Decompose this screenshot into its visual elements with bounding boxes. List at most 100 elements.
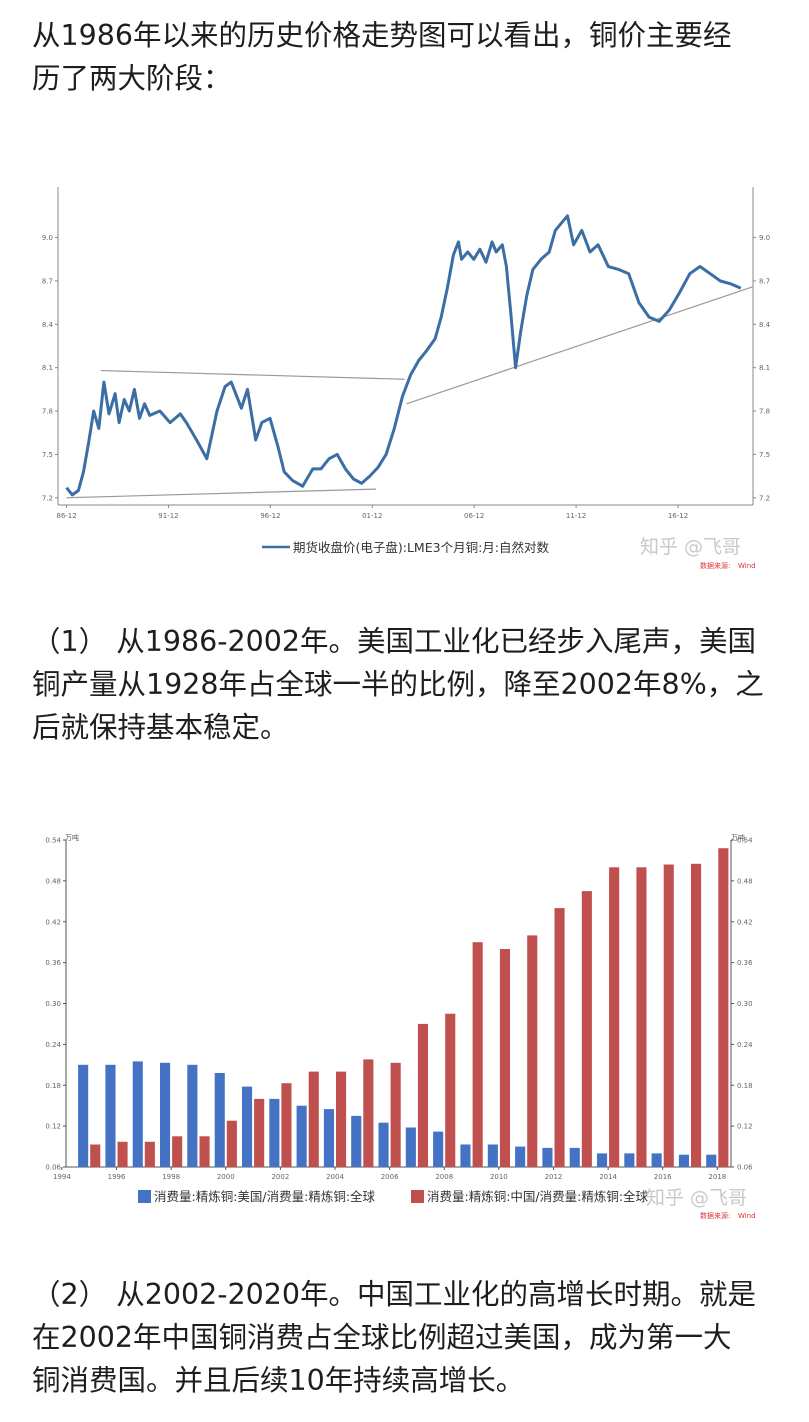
bar-us-2010 bbox=[487, 1144, 498, 1167]
bar-china-2012 bbox=[554, 908, 565, 1167]
chart2-y-tick-label-right: 0.36 bbox=[737, 959, 753, 967]
chart2-x-tick-label: 1998 bbox=[162, 1173, 180, 1181]
bar-china-2018 bbox=[718, 848, 729, 1167]
bar-china-1997 bbox=[144, 1141, 155, 1167]
bar-china-2006 bbox=[390, 1062, 401, 1167]
chart2-y-tick-label-right: 0.54 bbox=[737, 837, 753, 845]
bar-us-1997 bbox=[132, 1061, 143, 1167]
chart1-x-tick-label: 96-12 bbox=[260, 512, 280, 520]
chart2-y-tick-label-right: 0.12 bbox=[737, 1123, 753, 1131]
chart1-trendline bbox=[406, 286, 754, 405]
bar-us-2008 bbox=[433, 1131, 444, 1167]
chart1-x-tick-label: 86-12 bbox=[56, 512, 76, 520]
chart2-x-tick-label: 2002 bbox=[271, 1173, 289, 1181]
chart2-bars bbox=[78, 848, 729, 1168]
chart1-y-tick-label-left: 8.1 bbox=[42, 364, 53, 372]
bar-china-2009 bbox=[472, 942, 483, 1167]
copper-price-line-chart: 86-12 91-12 96-12 01-12 06-12 11-12 16-12 7.2 7… bbox=[42, 187, 771, 570]
chart2-y-tick-label-left: 0.30 bbox=[45, 1000, 61, 1008]
bar-china-2010 bbox=[499, 949, 510, 1167]
stage2-line-1: （2） 从2002-2020年。中国工业化的高增长时期。就是 bbox=[32, 1278, 757, 1311]
bar-china-2001 bbox=[254, 1098, 265, 1167]
stage1-line-2: 铜产量从1928年占全球一半的比例，降至2002年8%，之 bbox=[32, 668, 764, 701]
chart1-y-tick-label-right: 8.1 bbox=[759, 364, 770, 372]
chart1-y-tick-label-right: 7.8 bbox=[759, 408, 770, 416]
chart2-y-tick-label-right: 0.42 bbox=[737, 918, 753, 926]
bar-china-2014 bbox=[609, 867, 620, 1168]
bar-us-2004 bbox=[323, 1109, 334, 1167]
bar-us-2005 bbox=[351, 1115, 362, 1167]
chart1-watermark: 知乎 @飞哥 数据来源: Wind bbox=[640, 536, 756, 570]
stage1-line-1: （1） 从1986-2002年。美国工业化已经步入尾声，美国 bbox=[32, 625, 757, 658]
chart1-y-tick-label-left: 8.4 bbox=[42, 321, 54, 329]
chart1-y-tick-label-right: 7.5 bbox=[759, 451, 770, 459]
bar-us-1998 bbox=[160, 1062, 171, 1167]
bar-us-2006 bbox=[378, 1122, 389, 1167]
chart1-y-tick-label-left: 9.0 bbox=[42, 234, 53, 242]
chart2-x-tick-label: 2000 bbox=[217, 1173, 235, 1181]
bar-china-2002 bbox=[281, 1083, 292, 1167]
bar-china-2013 bbox=[581, 891, 592, 1167]
chart2-y-tick-label-right: 0.30 bbox=[737, 1000, 753, 1008]
bar-us-2003 bbox=[296, 1105, 307, 1167]
chart1-x-tick-label: 01-12 bbox=[362, 512, 382, 520]
chart1-axes bbox=[57, 187, 754, 506]
bar-china-2017 bbox=[691, 863, 702, 1167]
bar-us-1999 bbox=[187, 1064, 198, 1167]
chart1-x-tick-label: 16-12 bbox=[668, 512, 688, 520]
intro-paragraph: 从1986年以来的历史价格走势图可以看出，铜价主要经 历了两大阶段： bbox=[32, 14, 782, 100]
bar-china-1999 bbox=[199, 1136, 210, 1167]
watermark-source-wind-2: Wind bbox=[738, 1212, 756, 1220]
bar-us-1995 bbox=[78, 1064, 89, 1167]
bar-us-2000 bbox=[214, 1073, 225, 1167]
chart1-y-ticks: 7.2 7.2 7.5 7.5 7.8 7.8 8.1 8.1 8.4 8.4 8.7 8.7 9.0 9… bbox=[42, 234, 771, 502]
chart2-x-tick-label: 2014 bbox=[599, 1173, 617, 1181]
chart2-x-tick-label: 1994 bbox=[53, 1173, 71, 1181]
bar-us-2002 bbox=[269, 1098, 280, 1167]
chart2-legend-swatch-us bbox=[138, 1190, 151, 1203]
bar-china-2016 bbox=[663, 864, 674, 1167]
chart2-y-tick-label-left: 0.42 bbox=[45, 918, 61, 926]
stage2-line-3: 铜消费国。并且后续10年持续高增长。 bbox=[32, 1364, 525, 1397]
stage1-line-3: 后就保持基本稳定。 bbox=[32, 711, 289, 744]
chart1-series bbox=[65, 214, 742, 497]
bar-china-2000 bbox=[226, 1120, 237, 1167]
stage1-paragraph: （1） 从1986-2002年。美国工业化已经步入尾声，美国 铜产量从1928年… bbox=[32, 620, 782, 749]
intro-line-2: 历了两大阶段： bbox=[32, 62, 232, 95]
chart2-legend-label-cn: 消费量:精炼铜:中国/消费量:精炼铜:全球 bbox=[427, 1189, 649, 1204]
watermark-source-2: 数据来源: bbox=[700, 1211, 730, 1220]
chart2-y-tick-label-left: 0.18 bbox=[45, 1082, 61, 1090]
chart1-y-tick-label-right: 9.0 bbox=[759, 234, 770, 242]
bar-us-2001 bbox=[242, 1086, 253, 1167]
chart1-price-line bbox=[65, 214, 742, 497]
chart2-y-tick-label-left: 0.06 bbox=[45, 1164, 61, 1172]
stage2-line-2: 在2002年中国铜消费占全球比例超过美国，成为第一大 bbox=[32, 1321, 732, 1354]
chart2-legend: 消费量:精炼铜:美国/消费量:精炼铜:全球 消费量:精炼铜:中国/消费量:精炼铜… bbox=[138, 1189, 649, 1204]
bar-china-1995 bbox=[90, 1144, 101, 1167]
chart2-y-tick-label-right: 0.18 bbox=[737, 1082, 753, 1090]
chart2-x-tick-label: 2004 bbox=[326, 1173, 344, 1181]
chart1-y-tick-label-right: 7.2 bbox=[759, 494, 770, 502]
chart2-x-tick-label: 2016 bbox=[654, 1173, 672, 1181]
bar-china-1996 bbox=[117, 1141, 128, 1167]
chart2-y-tick-label-right: 0.06 bbox=[737, 1164, 753, 1172]
bar-china-2003 bbox=[308, 1071, 319, 1167]
chart1-y-tick-label-left: 7.8 bbox=[42, 408, 53, 416]
chart2-y-ticks: 0.06 0.06 0.12 0.12 0.18 0.18 0.24 0.24 0.30 0.30… bbox=[45, 837, 753, 1172]
bar-us-2007 bbox=[405, 1127, 416, 1167]
bar-us-2011 bbox=[515, 1146, 526, 1167]
bar-us-1996 bbox=[105, 1064, 116, 1167]
chart1-x-ticks: 86-12 91-12 96-12 01-12 06-12 11-12 16-12 bbox=[56, 505, 688, 520]
bar-us-2015 bbox=[624, 1153, 635, 1167]
bar-us-2012 bbox=[542, 1147, 553, 1167]
bar-china-2011 bbox=[527, 935, 538, 1167]
chart2-y-tick-label-left: 0.36 bbox=[45, 959, 61, 967]
chart2-x-ticks: 1994 1996 1998 2000 2002 2004 2006 2008 2010 2012… bbox=[53, 1167, 726, 1181]
chart2-x-tick-label: 1996 bbox=[108, 1173, 126, 1181]
stage2-paragraph: （2） 从2002-2020年。中国工业化的高增长时期。就是 在2002年中国铜… bbox=[32, 1273, 782, 1402]
chart1-trendline bbox=[100, 369, 405, 380]
bar-china-2008 bbox=[445, 1013, 456, 1167]
chart1-y-tick-label-right: 8.4 bbox=[759, 321, 771, 329]
chart2-left-unit: 万吨 bbox=[65, 833, 79, 842]
chart2-y-tick-label-left: 0.12 bbox=[45, 1123, 61, 1131]
